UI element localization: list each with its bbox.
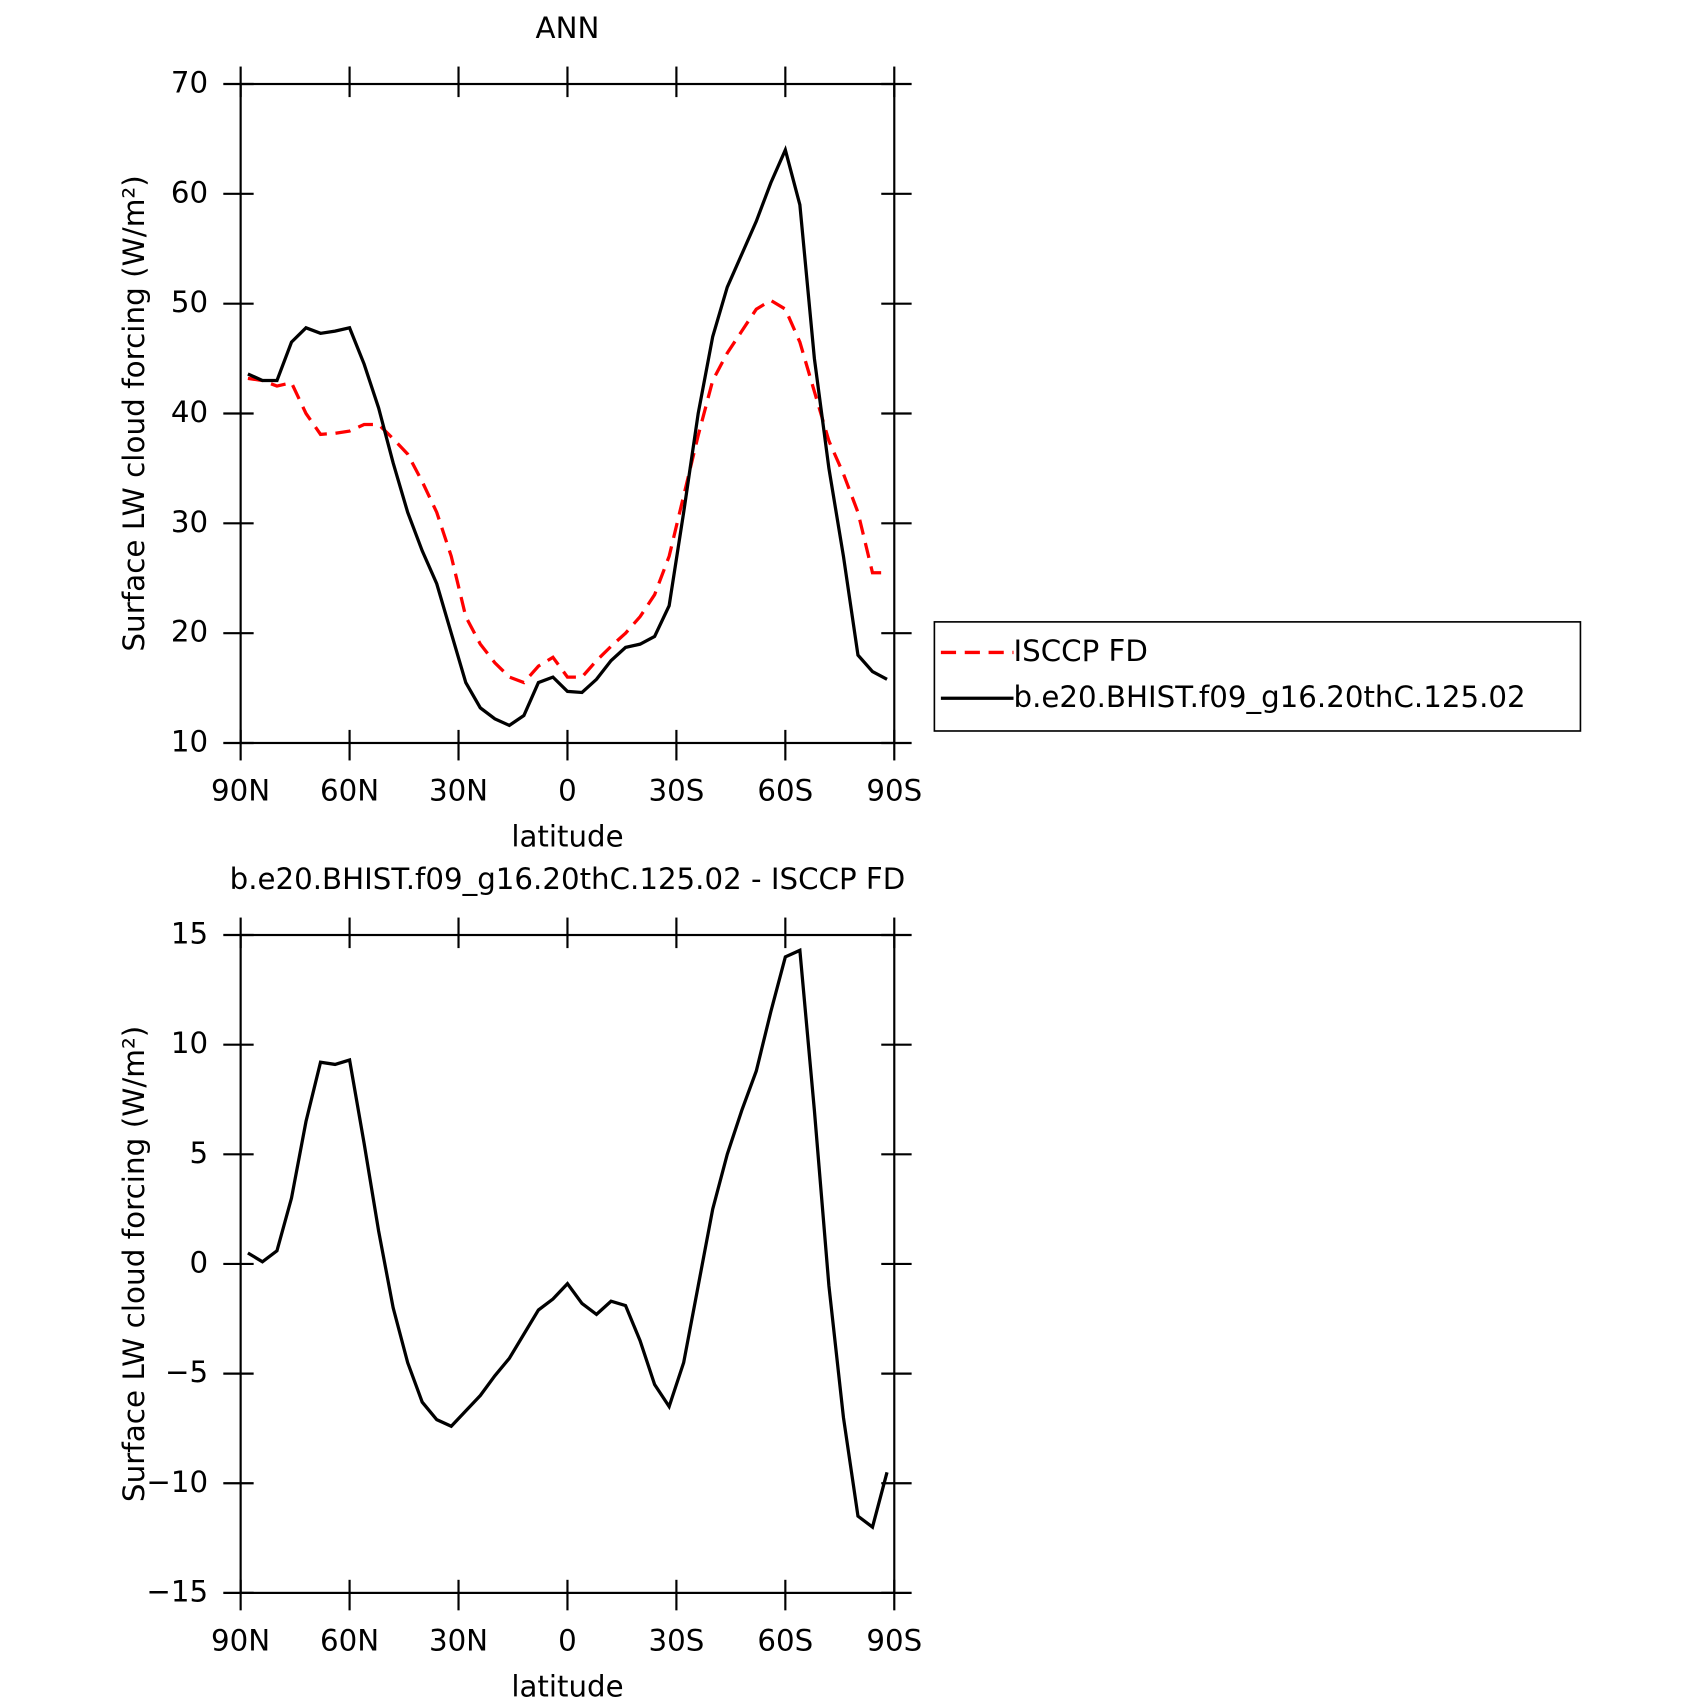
x-axis-label: latitude [511,819,623,853]
x-tick-label: 90S [866,774,922,808]
legend-label: b.e20.BHIST.f09_g16.20thC.125.02 [1014,680,1526,714]
x-tick-label: 90N [211,1623,270,1657]
chart-title: b.e20.BHIST.f09_g16.20thC.125.02 - ISCCP… [230,862,906,896]
x-tick-label: 90S [866,1623,922,1657]
x-tick-label: 60S [757,774,813,808]
x-tick-label: 60N [320,1623,379,1657]
x-tick-label: 30N [429,774,488,808]
y-axis-label: Surface LW cloud forcing (W/m²) [117,1026,151,1502]
y-tick-label: 15 [171,916,208,950]
x-tick-label: 0 [558,1623,577,1657]
x-tick-label: 30S [648,774,704,808]
x-tick-label: 0 [558,774,577,808]
chart-title: ANN [536,11,600,45]
y-tick-label: 70 [171,65,208,99]
y-axis-label: Surface LW cloud forcing (W/m²) [117,175,151,651]
x-tick-label: 60S [757,1623,813,1657]
y-tick-label: 50 [171,285,208,319]
y-tick-label: 10 [171,724,208,758]
y-tick-label: 60 [171,175,208,209]
y-tick-label: 0 [189,1245,208,1279]
y-tick-label: −5 [165,1355,208,1389]
plot-frame [239,82,896,745]
y-tick-label: −10 [146,1465,208,1499]
y-tick-label: 30 [171,505,208,539]
x-tick-label: 60N [320,774,379,808]
legend-label: ISCCP FD [1014,634,1148,668]
y-tick-label: 10 [171,1026,208,1060]
y-tick-label: 20 [171,615,208,649]
x-tick-label: 90N [211,774,270,808]
data-line [247,947,889,1530]
x-axis-label: latitude [511,1669,623,1702]
y-tick-label: −15 [146,1574,208,1608]
y-tick-label: 5 [189,1136,208,1170]
plot-frame [239,933,896,1594]
x-tick-label: 30N [429,1623,488,1657]
x-tick-label: 30S [648,1623,704,1657]
legend-box [933,621,1582,732]
y-tick-label: 40 [171,395,208,429]
data-line [247,298,888,685]
data-line [247,144,888,728]
